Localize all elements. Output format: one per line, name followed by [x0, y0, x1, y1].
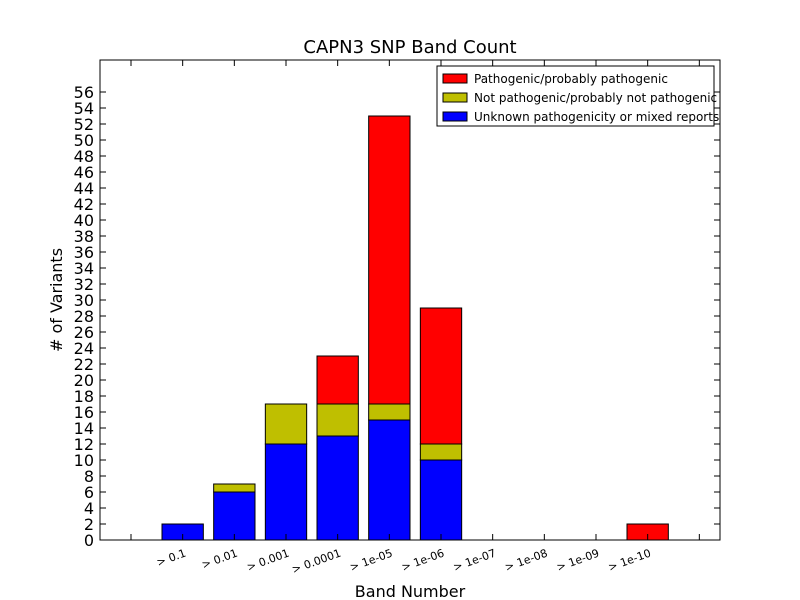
y-tick-label: 6	[84, 483, 94, 502]
y-tick-label: 28	[74, 307, 94, 326]
y-tick-label: 50	[74, 131, 94, 150]
bar-3-series-0	[316, 435, 359, 541]
y-tick-label: 38	[74, 227, 94, 246]
legend: Pathogenic/probably pathogenic Not pathog…	[436, 65, 719, 127]
x-tick-label: > 1e-08	[503, 547, 549, 574]
y-tick-label: 10	[74, 451, 94, 470]
x-tick-label: > 0.01	[200, 547, 239, 572]
legend-swatch-1	[442, 92, 468, 103]
y-tick-label: 8	[84, 467, 94, 486]
x-tick-label: > 1e-07	[451, 547, 497, 574]
bar-1-series-1	[213, 483, 256, 493]
y-tick-label: 24	[74, 339, 94, 358]
y-tick-label: 30	[74, 291, 94, 310]
legend-entry-0: Unknown pathogenicity or mixed reports	[474, 110, 719, 124]
y-tick-label: 2	[84, 515, 94, 534]
y-tick-label: 26	[74, 323, 94, 342]
y-tick-label: 20	[74, 371, 94, 390]
x-tick-label: > 1e-06	[400, 547, 446, 574]
chart-title: CAPN3 SNP Band Count	[303, 37, 516, 58]
y-tick-label: 12	[74, 435, 94, 454]
bar-5-series-0	[419, 459, 463, 541]
y-tick-label: 4	[84, 499, 94, 518]
bars-layer	[161, 115, 669, 541]
x-tick-label: > 1e-05	[348, 547, 394, 574]
y-tick-label: 44	[74, 179, 94, 198]
y-tick-label: 22	[74, 355, 94, 374]
legend-swatch-0	[442, 111, 468, 122]
bar-4-series-2	[368, 115, 411, 405]
bar-4-series-1	[368, 403, 411, 421]
y-tick-label: 36	[74, 243, 94, 262]
y-tick-label: 46	[74, 163, 94, 182]
y-tick-label: 34	[74, 259, 94, 278]
legend-entry-2: Pathogenic/probably pathogenic	[474, 72, 668, 86]
legend-entry-1: Not pathogenic/probably not pathogenic	[474, 91, 717, 105]
bar-5-series-2	[419, 307, 463, 445]
bar-3-series-2	[316, 355, 359, 405]
bar-1-series-0	[213, 491, 256, 541]
y-tick-label: 54	[74, 99, 94, 118]
bar-2-series-0	[264, 443, 308, 541]
y-tick-label: 40	[74, 211, 94, 230]
y-tick-label: 14	[74, 419, 94, 438]
y-tick-label: 0	[84, 531, 94, 550]
x-tick-label: > 1e-09	[555, 547, 601, 574]
y-axis: 0246810121416182022242628303234363840424…	[74, 83, 720, 550]
y-tick-label: 42	[74, 195, 94, 214]
bar-4-series-0	[368, 419, 411, 541]
legend-box	[436, 65, 715, 127]
y-tick-label: 32	[74, 275, 94, 294]
x-tick-label: > 1e-10	[606, 547, 652, 574]
x-tick-label: > 0.001	[245, 547, 291, 574]
legend-swatch-2	[442, 73, 468, 84]
x-tick-label: > 0.0001	[290, 547, 343, 577]
y-tick-label: 16	[74, 403, 94, 422]
y-tick-label: 56	[74, 83, 94, 102]
y-tick-label: 52	[74, 115, 94, 134]
bar-5-series-1	[419, 443, 463, 461]
y-tick-label: 48	[74, 147, 94, 166]
bar-3-series-1	[316, 403, 359, 437]
y-axis-label: # of Variants	[47, 248, 66, 352]
bar-2-series-1	[264, 403, 308, 445]
y-tick-label: 18	[74, 387, 94, 406]
x-tick-label: > 0.1	[155, 547, 188, 570]
x-axis-label: Band Number	[355, 582, 466, 600]
